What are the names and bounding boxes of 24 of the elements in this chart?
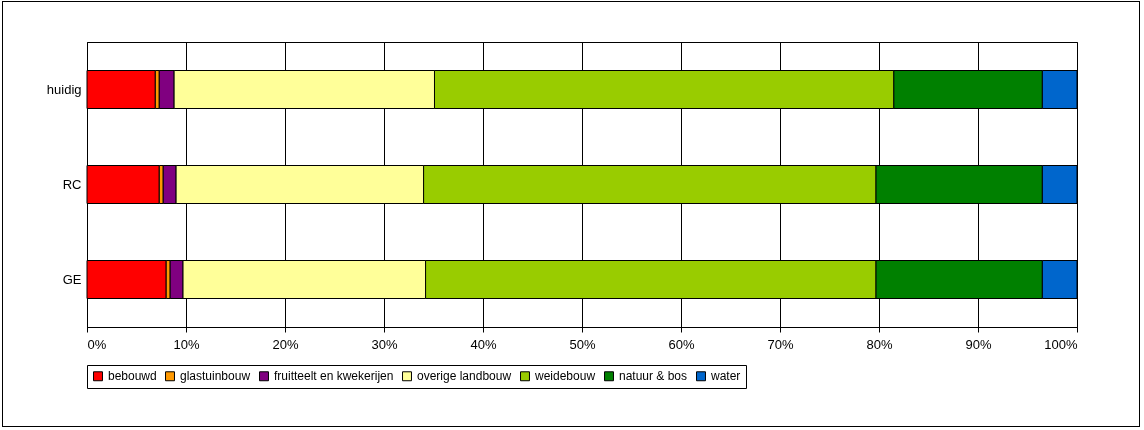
y-tick-label: RC [62, 176, 82, 192]
legend-label: fruitteelt en kwekerijen [274, 369, 394, 384]
bar [86, 70, 156, 109]
legend-label: bebouwd [108, 369, 157, 384]
x-tick-label: 40% [470, 336, 497, 352]
x-tick-label: 60% [668, 336, 695, 352]
bar [86, 165, 160, 204]
bar [86, 260, 167, 299]
x-tick-label: 70% [767, 336, 794, 352]
x-tick-label: 90% [965, 336, 992, 352]
legend-label: weidebouw [534, 369, 596, 384]
y-tick-label: huidig [46, 81, 82, 97]
x-tick-label: 0% [87, 336, 107, 352]
legend-label: glastuinbouw [180, 369, 251, 384]
x-tick-label: 20% [272, 336, 299, 352]
x-tick-label: 50% [569, 336, 596, 352]
legend-label: natuur & bos [619, 369, 688, 384]
y-tick-label: GE [62, 271, 82, 287]
x-tick-label: 30% [371, 336, 398, 352]
x-tick-label: 100% [1044, 336, 1078, 352]
x-tick-label: 10% [173, 336, 200, 352]
legend-label: overige landbouw [417, 369, 512, 384]
legend-label: water [710, 369, 741, 384]
x-tick-label: 80% [866, 336, 893, 352]
